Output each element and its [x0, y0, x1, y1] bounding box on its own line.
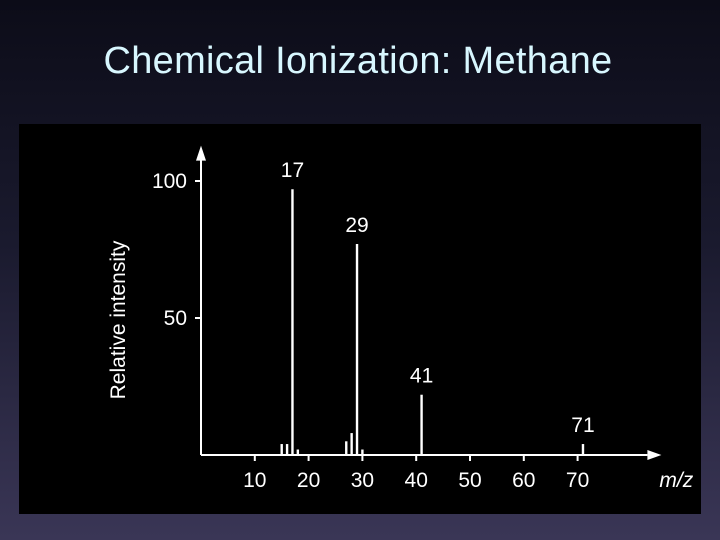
y-tick-label: 50 [164, 307, 187, 330]
peak-label: 17 [281, 159, 304, 182]
x-tick-label: 10 [243, 469, 266, 492]
mass-spectrum-chart: 10 20 30 40 50 60 70 50 100 m/z Relative intensity… [107, 145, 694, 492]
x-tick-label: 30 [351, 469, 374, 492]
y-tick-label: 100 [152, 170, 187, 193]
x-axis-arrow [647, 450, 662, 460]
x-tick-label: 50 [458, 469, 481, 492]
peak-label: 29 [345, 214, 368, 237]
y-axis-label: Relative intensity [107, 240, 130, 399]
x-axis-label: m/z [659, 469, 693, 492]
chart-labels: 10 20 30 40 50 60 70 50 100 m/z Relative intensity… [107, 159, 694, 492]
slide-title: Chemical Ionization: Methane [103, 40, 613, 82]
x-tick-label: 40 [405, 469, 428, 492]
chart-axes [195, 145, 662, 461]
y-axis-arrow [196, 145, 206, 161]
peak-label: 41 [410, 365, 433, 388]
x-tick-label: 70 [566, 469, 589, 492]
x-tick-label: 20 [297, 469, 320, 492]
peak-label: 71 [571, 414, 594, 437]
mass-spectrum-panel: 10 20 30 40 50 60 70 50 100 m/z Relative intensity… [19, 124, 701, 514]
chart-peaks [280, 189, 585, 455]
x-tick-label: 60 [512, 469, 535, 492]
